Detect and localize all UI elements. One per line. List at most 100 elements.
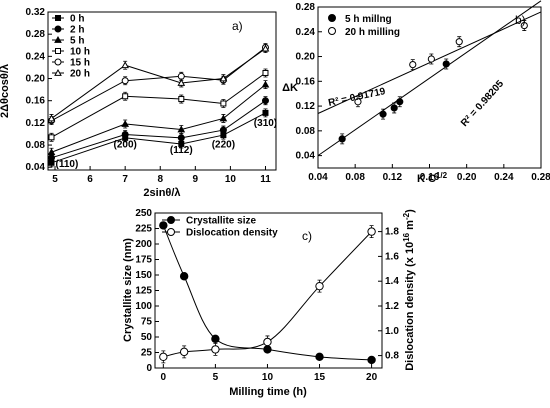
panel-a-point: [261, 80, 270, 88]
panel-a-peak-label: (200): [113, 139, 136, 150]
panel-a-peak-label: (110): [56, 159, 79, 170]
panel-a-point: [220, 100, 227, 107]
panel-b-point: [338, 135, 346, 143]
panel-c-point: [159, 352, 168, 362]
panel-c-point: [367, 227, 376, 236]
panel-a-point: [262, 69, 269, 76]
panel-b-ytick-label: 0.24: [296, 27, 316, 38]
panel-c-ytick-left-label: 150: [135, 270, 152, 281]
panel-c-point: [367, 355, 376, 365]
panel-b-legend-label: 20 h milling: [345, 27, 400, 38]
panel-b-point: [520, 21, 528, 30]
panel-a-xtick-label: 6: [87, 174, 93, 185]
panel-a-xtick-label: 7: [122, 174, 128, 185]
panel-b-xtick-label: 0.16: [420, 172, 440, 183]
panel-c-ytick-left-label: 50: [141, 332, 153, 343]
panel-a-point: [121, 77, 129, 85]
panel-c-point: [179, 347, 189, 357]
panel-c-ytick-left-label: 25: [141, 348, 153, 359]
panel-c-xtick-label: 0: [161, 372, 167, 383]
panel-b-xtick-label: 0.24: [494, 172, 514, 183]
panel-c: 0 5 10 15 2002550751001251501752002252500.81…: [122, 208, 416, 398]
panel-c-ytick-left-label: 75: [141, 317, 153, 328]
panel-b-xtick-label: 0.20: [457, 172, 477, 183]
panel-a: 5 6 7 8 9 10 11 0.04 0.08 0.12 0.16 0.20 0.24 0.28 0.3…: [0, 7, 277, 199]
panel-a-ytick-label: 0.20: [26, 74, 46, 85]
panel-b-legend-marker: [328, 27, 336, 35]
panel-c-legend-marker: [167, 216, 175, 224]
panel-c-xtick-label: 10: [262, 372, 274, 383]
panel-c-xlabel: Milling time (h): [229, 386, 307, 398]
panel-a-legend-label: 2 h: [70, 25, 84, 36]
panel-c-ytick-left-label: 175: [135, 255, 152, 266]
panel-a-point: [122, 93, 129, 100]
panel-c-ytick-left-label: 225: [135, 224, 152, 235]
panel-b-ytick-label: 0.28: [296, 2, 316, 13]
panel-c-xtick-label: 15: [314, 372, 326, 383]
panel-a-label: a): [232, 19, 243, 33]
panel-a-legend-label: 10 h: [70, 47, 90, 58]
panel-b-point: [396, 98, 404, 106]
panel-c-legend-marker: [167, 228, 175, 236]
panel-b-fit-line: [317, 0, 542, 157]
panel-a-legend-marker: [55, 48, 61, 54]
panel-a-point: [262, 109, 269, 116]
panel-a-point: [47, 148, 56, 156]
panel-a-point: [177, 78, 186, 86]
panel-c-ytick-left-label: 200: [135, 239, 152, 250]
panel-a-ytick-label: 0.28: [26, 29, 46, 40]
panel-c-point: [315, 281, 324, 291]
panel-a-point: [47, 114, 56, 122]
panel-c-point: [179, 272, 189, 281]
panel-a-ytick-label: 0.08: [26, 140, 46, 151]
panel-a-xtick-label: 10: [225, 174, 237, 185]
panel-b-point: [354, 98, 362, 106]
panel-b-label: b): [515, 13, 526, 27]
panel-a-peak-label: (220): [212, 139, 235, 150]
panel-a-legend-marker: [54, 35, 62, 43]
panel-c-ytick-right-label: 1.8: [385, 227, 399, 238]
panel-c-point: [263, 337, 272, 347]
panel-c-xtick-label: 20: [366, 372, 378, 383]
panel-a-legend-marker: [55, 15, 61, 21]
panel-b-ytick-label: 0.04: [296, 151, 316, 162]
fit-label-20h: R² = 0.91719: [327, 86, 387, 109]
panel-a-series-line: [51, 112, 266, 164]
panel-b-point: [455, 38, 463, 46]
panel-b-xtick-label: 0.28: [531, 172, 550, 183]
panel-c-legend-label: Crystallite size: [186, 216, 256, 227]
panel-a-frame: [47, 11, 277, 171]
panel-b-xlabel: K C1/2: [417, 171, 448, 185]
panel-a-legend-label: 15 h: [70, 58, 90, 69]
panel-b-ytick-label: 0.20: [296, 52, 316, 63]
panel-b-legend-label: 5 h millng: [345, 14, 392, 25]
panel-a-xtick-label: 11: [260, 174, 271, 185]
panel-a-point: [177, 134, 185, 142]
panel-a-xlabel: 2sinθ/λ: [143, 187, 180, 199]
panel-a-peak-label: (310): [254, 118, 277, 129]
panel-c-xtick-label: 5: [213, 372, 219, 383]
panel-b-point: [442, 60, 450, 68]
panel-a-ytick-label: 0.24: [26, 51, 46, 62]
panel-b-ytick-label: 0.08: [296, 126, 316, 137]
panel-b-ytick-label: 0.12: [296, 101, 316, 112]
panel-c-label: c): [302, 229, 312, 243]
panel-c-point: [211, 345, 220, 354]
panel-a-legend-label: 0 h: [70, 14, 84, 25]
panel-a-legend-label: 5 h: [70, 36, 84, 47]
panel-a-point: [177, 125, 186, 133]
panel-a-point: [261, 97, 269, 105]
panel-a-peak-label: (112): [170, 145, 193, 156]
panel-b-xtick-label: 0.08: [345, 172, 365, 183]
panel-a-point: [121, 131, 129, 139]
panel-c-ylabel-right: Dislocation density (x 1016 m-2): [402, 209, 416, 371]
panel-a-ytick-label: 0.32: [26, 7, 46, 18]
panel-c-ytick-left-label: 250: [135, 208, 152, 219]
panel-c-point: [159, 221, 168, 230]
panel-a-ytick-label: 0.04: [26, 162, 46, 173]
panel-c-point: [211, 334, 220, 344]
panel-a-xtick-label: 9: [193, 174, 199, 185]
panel-c-point: [315, 352, 324, 362]
